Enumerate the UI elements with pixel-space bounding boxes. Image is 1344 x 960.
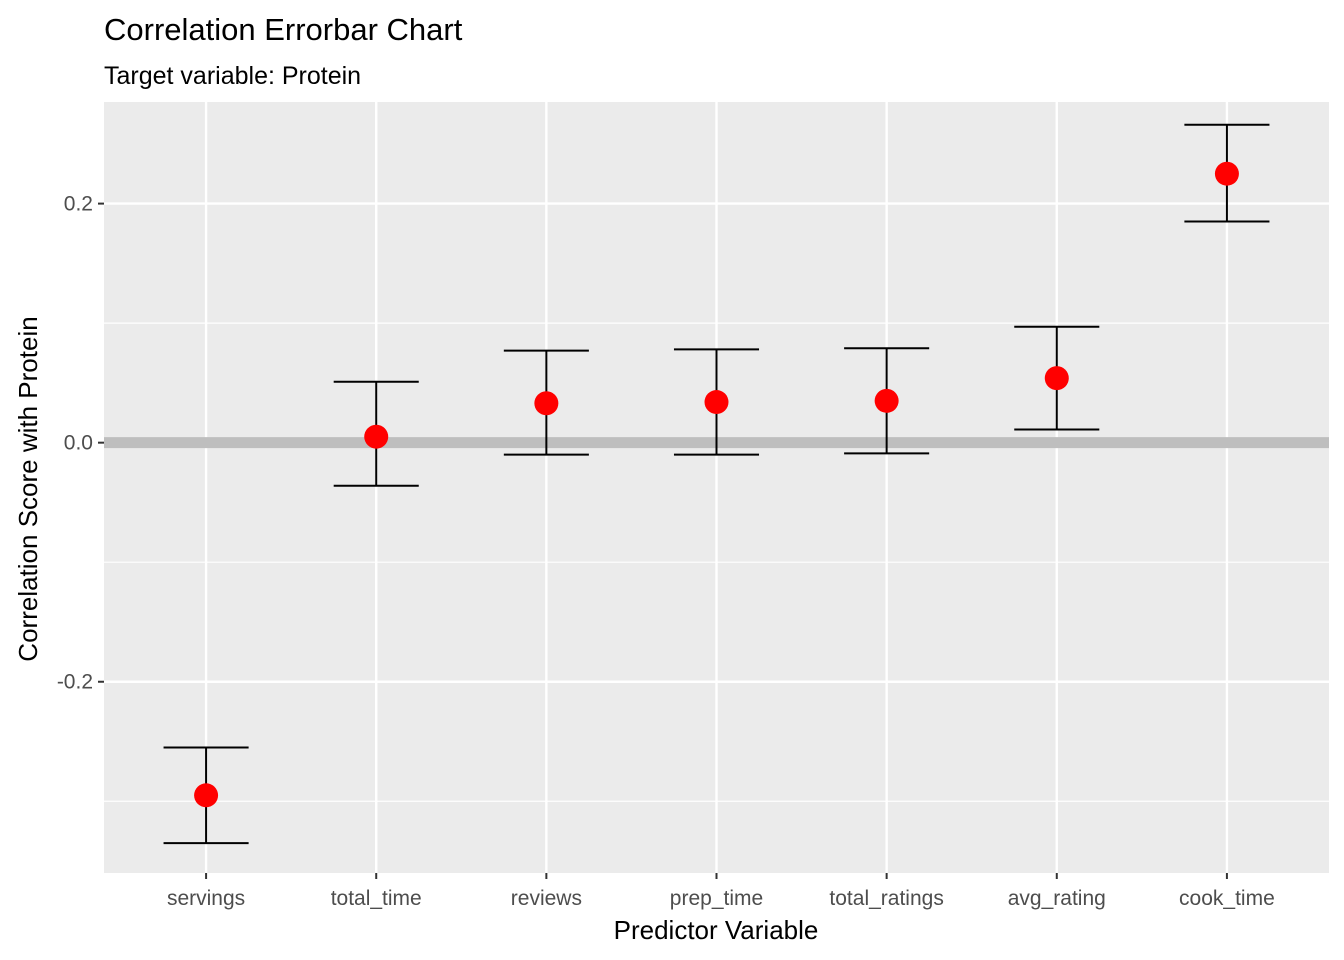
chart-title: Correlation Errorbar Chart <box>104 12 463 47</box>
x-axis: servings total_time reviews prep_time total_… <box>167 873 1275 910</box>
x-axis-title: Predictor Variable <box>614 915 819 945</box>
y-axis: -0.2 0.0 0.2 <box>57 193 104 694</box>
x-tick-label-servings: servings <box>167 887 245 910</box>
data-point-cook_time <box>1214 161 1239 186</box>
y-tick-label: 0.2 <box>64 193 93 216</box>
x-tick-label-cook_time: cook_time <box>1179 887 1275 910</box>
data-point-reviews <box>534 391 559 416</box>
data-point-prep_time <box>704 390 729 415</box>
data-point-servings <box>194 783 219 808</box>
y-axis-title: Correlation Score with Protein <box>13 316 43 661</box>
x-tick-label-prep_time: prep_time <box>670 887 763 910</box>
data-point-total_time <box>364 424 389 449</box>
major-grid <box>104 102 1329 873</box>
x-tick-label-reviews: reviews <box>511 887 582 910</box>
chart-subtitle: Target variable: Protein <box>104 62 361 90</box>
x-tick-label-avg_rating: avg_rating <box>1008 887 1106 910</box>
data-point-total_ratings <box>874 388 899 413</box>
x-tick-label-total_time: total_time <box>331 887 422 910</box>
x-tick-label-total_ratings: total_ratings <box>829 887 943 910</box>
point-group <box>194 161 1239 808</box>
y-tick-label: 0.0 <box>64 432 93 455</box>
y-tick-label: -0.2 <box>57 671 93 694</box>
data-point-avg_rating <box>1044 366 1069 391</box>
